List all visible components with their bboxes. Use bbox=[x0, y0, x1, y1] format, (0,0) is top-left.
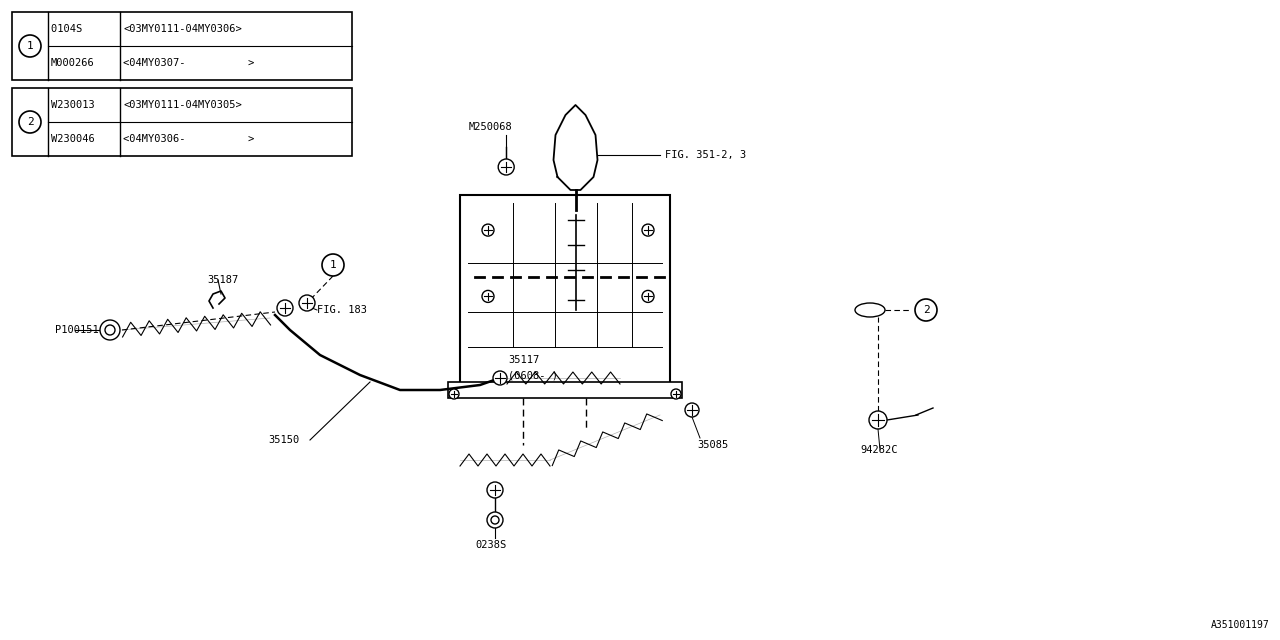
Circle shape bbox=[300, 295, 315, 311]
Circle shape bbox=[493, 371, 507, 385]
Text: 0238S: 0238S bbox=[475, 540, 507, 550]
Circle shape bbox=[276, 300, 293, 316]
Text: W230046: W230046 bbox=[51, 134, 95, 144]
Text: <04MY0306-          >: <04MY0306- > bbox=[123, 134, 255, 144]
Text: 35085: 35085 bbox=[698, 440, 728, 450]
Bar bbox=[460, 195, 669, 390]
Circle shape bbox=[486, 512, 503, 528]
Text: 1: 1 bbox=[330, 260, 337, 270]
Circle shape bbox=[449, 389, 460, 399]
Circle shape bbox=[323, 254, 344, 276]
Circle shape bbox=[643, 291, 654, 303]
Text: 2: 2 bbox=[27, 117, 33, 127]
Text: A351001197: A351001197 bbox=[1211, 620, 1270, 630]
Circle shape bbox=[498, 159, 515, 175]
Text: M000266: M000266 bbox=[51, 58, 95, 68]
Text: 1: 1 bbox=[27, 41, 33, 51]
Text: 35187: 35187 bbox=[207, 275, 238, 285]
Text: FIG. 351-2, 3: FIG. 351-2, 3 bbox=[666, 150, 746, 160]
Text: M250068: M250068 bbox=[468, 122, 512, 132]
Text: <03MY0111-04MY0305>: <03MY0111-04MY0305> bbox=[123, 100, 242, 110]
Bar bbox=[12, 12, 352, 80]
Circle shape bbox=[483, 291, 494, 303]
Bar bbox=[12, 88, 352, 156]
Text: P100151: P100151 bbox=[55, 325, 99, 335]
Circle shape bbox=[869, 411, 887, 429]
Circle shape bbox=[671, 389, 681, 399]
Text: W230013: W230013 bbox=[51, 100, 95, 110]
Text: 94282C: 94282C bbox=[860, 445, 897, 455]
Text: <04MY0307-          >: <04MY0307- > bbox=[123, 58, 255, 68]
Ellipse shape bbox=[855, 303, 884, 317]
Text: 2: 2 bbox=[923, 305, 929, 315]
Circle shape bbox=[915, 299, 937, 321]
Circle shape bbox=[100, 320, 120, 340]
Text: <03MY0111-04MY0306>: <03MY0111-04MY0306> bbox=[123, 24, 242, 34]
Circle shape bbox=[19, 111, 41, 133]
Circle shape bbox=[105, 325, 115, 335]
Text: (0608- ): (0608- ) bbox=[508, 370, 558, 380]
Bar bbox=[448, 382, 682, 398]
Circle shape bbox=[486, 482, 503, 498]
Circle shape bbox=[19, 35, 41, 57]
Circle shape bbox=[483, 224, 494, 236]
Circle shape bbox=[685, 403, 699, 417]
Text: 0104S: 0104S bbox=[51, 24, 101, 34]
Circle shape bbox=[643, 224, 654, 236]
Text: FIG. 183: FIG. 183 bbox=[317, 305, 367, 315]
Text: 35117: 35117 bbox=[508, 355, 539, 365]
Circle shape bbox=[492, 516, 499, 524]
Text: 35150: 35150 bbox=[268, 435, 300, 445]
